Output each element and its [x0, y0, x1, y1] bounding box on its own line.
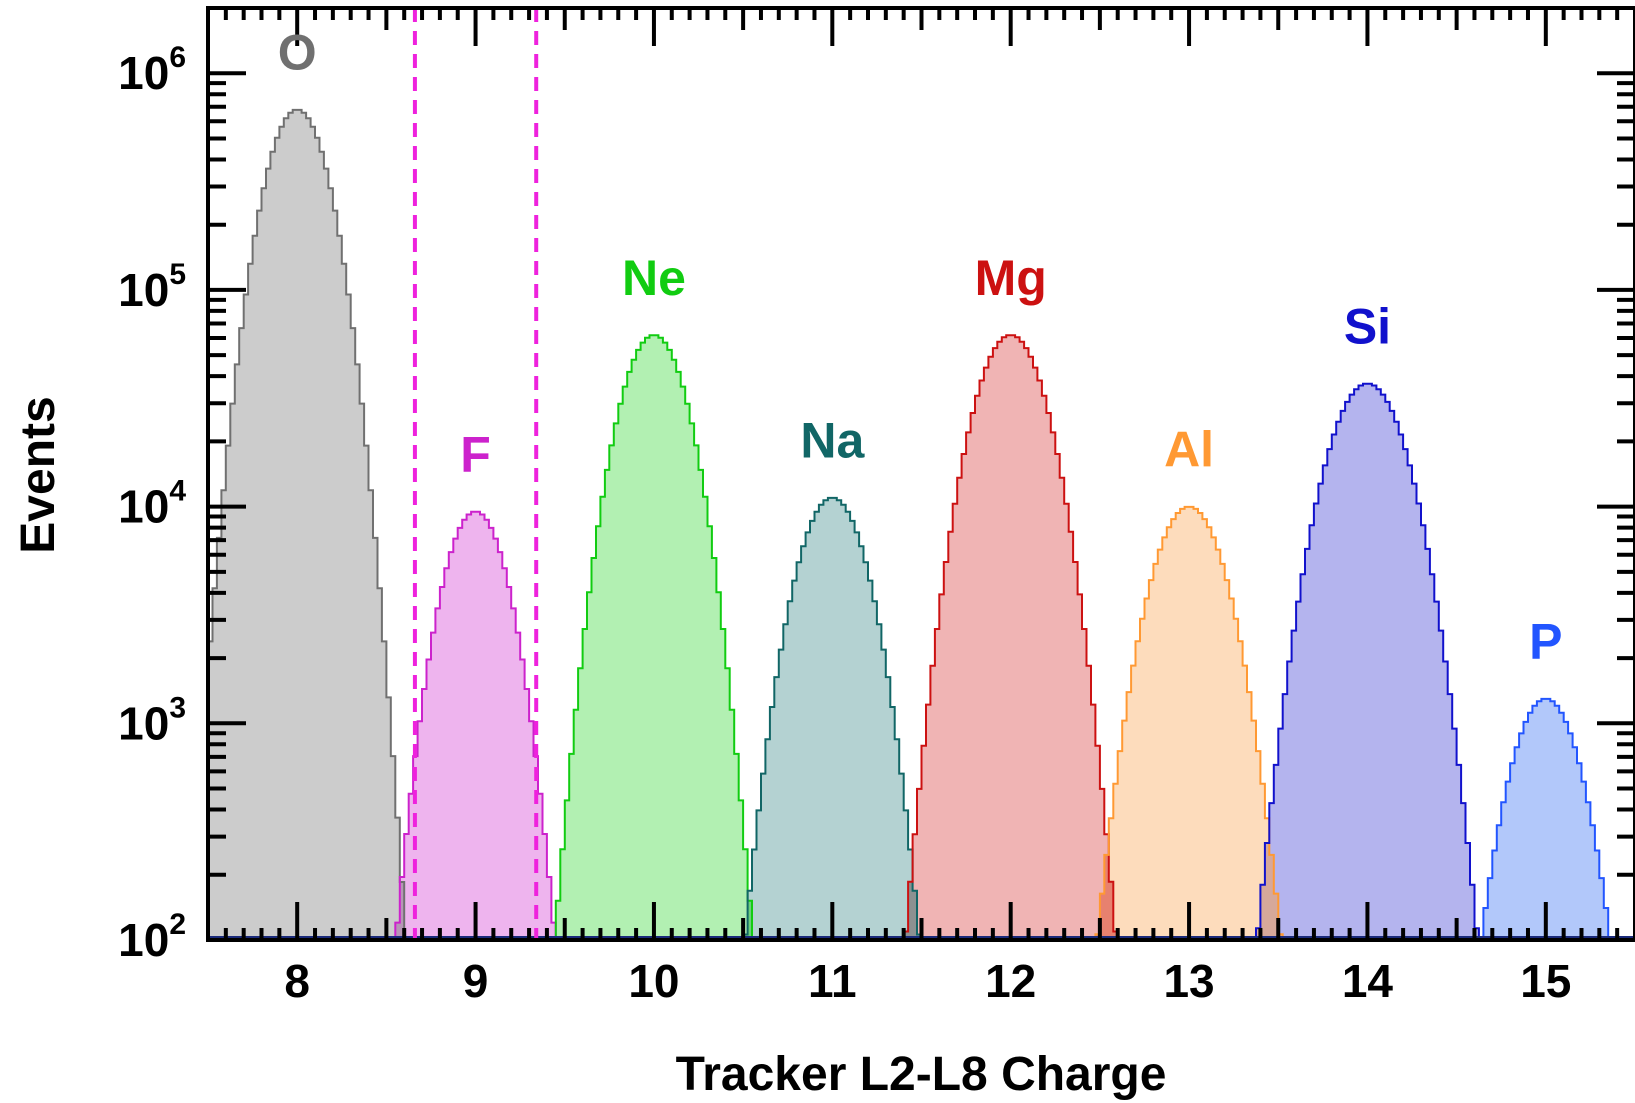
series-outline-f — [394, 510, 557, 940]
series-outline-na — [742, 496, 923, 940]
overlap-al-si — [1256, 843, 1283, 940]
x-tick-label: 13 — [1163, 955, 1214, 1007]
x-tick-label: 8 — [284, 955, 310, 1007]
series-area-o — [208, 109, 405, 940]
peak-label-f: F — [460, 426, 491, 482]
x-tick-label: 10 — [628, 955, 679, 1007]
peak-labels: O F Ne Na Mg Al Si P — [278, 25, 1563, 670]
series-outline-ne — [554, 334, 753, 940]
series-outline-si — [1255, 382, 1480, 940]
y-tick-label: 106 — [118, 41, 186, 99]
x-tick-label: 11 — [808, 955, 857, 1007]
x-tick-labels: 8 9 10 11 12 13 14 15 — [284, 955, 1571, 1007]
series-outline-p — [1482, 697, 1610, 940]
series-area-al — [1095, 506, 1283, 940]
series-area-ne — [555, 335, 752, 940]
series-outline-al — [1094, 505, 1284, 940]
series-area-si — [1256, 383, 1479, 940]
y-tick-labels: 102 103 104 105 106 — [118, 41, 186, 966]
selection-cut-lines — [412, 8, 539, 940]
y-axis-title: Events — [12, 396, 65, 553]
overlap-ne-na — [743, 900, 752, 940]
peak-label-ne: Ne — [622, 250, 686, 306]
y-tick-label: 104 — [118, 475, 186, 533]
peak-label-p: P — [1529, 614, 1562, 670]
y-tick-label: 102 — [118, 908, 186, 966]
x-tick-label: 9 — [463, 955, 489, 1007]
peak-label-na: Na — [800, 413, 865, 469]
peak-label-al: Al — [1164, 422, 1214, 478]
peak-label-o: O — [278, 25, 317, 81]
x-axis-title: Tracker L2-L8 Charge — [676, 1048, 1167, 1101]
peak-label-si: Si — [1344, 298, 1391, 354]
x-tick-label: 15 — [1520, 955, 1571, 1007]
series-outline-o — [207, 108, 406, 940]
plot-frame — [206, 6, 1635, 942]
series-area-f — [395, 511, 556, 940]
series-outline-mg — [902, 334, 1119, 940]
peak-label-mg: Mg — [975, 250, 1047, 306]
y-tick-label: 103 — [118, 691, 186, 749]
x-tick-label: 14 — [1342, 955, 1394, 1007]
overlap-o-f — [395, 882, 405, 940]
x-tick-label: 12 — [985, 955, 1036, 1007]
y-tick-label: 105 — [118, 258, 186, 316]
